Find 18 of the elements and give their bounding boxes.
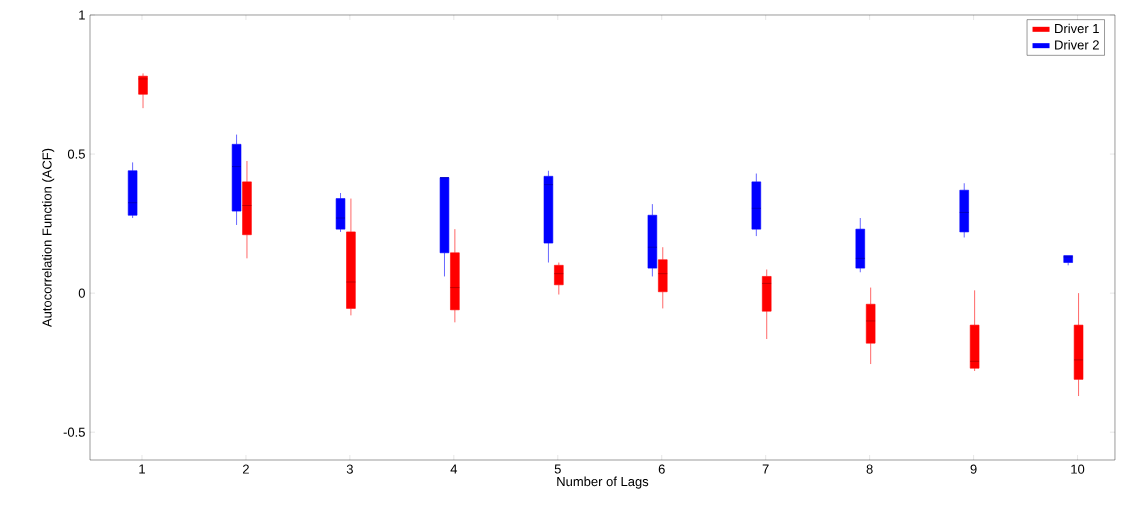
x-tick-label: 10	[1071, 464, 1085, 474]
y-tick-label: 0.5	[67, 149, 85, 159]
x-tick-label: 1	[139, 464, 145, 474]
y-tick-label: 1	[79, 10, 85, 20]
x-tick-label: 9	[970, 464, 977, 474]
x-tick-label: 5	[554, 464, 561, 474]
y-tick-label: -0.5	[63, 427, 85, 437]
x-tick-label: 8	[866, 464, 873, 474]
x-tick-label: 3	[346, 464, 353, 474]
x-tick-label: 7	[762, 464, 769, 474]
x-tick-label: 6	[658, 464, 665, 474]
legend-label: Driver 2	[1055, 39, 1099, 50]
y-axis-title: Autocorrelation Function (ACF)	[42, 148, 55, 328]
x-axis-title: Number of Lags	[557, 476, 649, 489]
legend-label: Driver 1	[1055, 23, 1099, 34]
x-tick-label: 2	[242, 464, 249, 474]
x-tick-label: 4	[450, 464, 458, 474]
y-tick-label: 0	[78, 288, 85, 298]
